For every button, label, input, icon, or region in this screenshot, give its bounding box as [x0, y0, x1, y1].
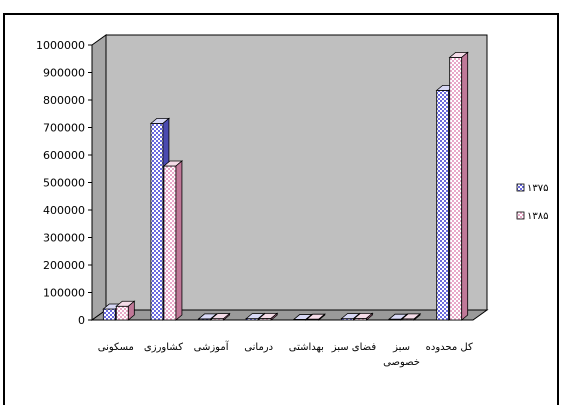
category-label: کشاورزی [144, 342, 183, 353]
bar [210, 312, 231, 321]
y-tick-label: 800000 [43, 94, 85, 107]
bar [353, 312, 374, 321]
bar-side [413, 313, 421, 321]
bar-side [461, 51, 469, 321]
y-tick-label: 200000 [43, 259, 85, 272]
y-tick-label: 700000 [43, 122, 85, 135]
category-label: درمانی [244, 342, 273, 353]
bar-side [127, 300, 135, 321]
y-tick-label: 400000 [43, 204, 85, 217]
chart-frame [3, 13, 559, 405]
bar [258, 312, 279, 321]
bar [400, 313, 422, 321]
y-tick-label: 300000 [43, 232, 85, 245]
bar [448, 51, 469, 321]
y-tick-label: 900000 [43, 67, 85, 80]
category-label-line: فضای سبز [331, 342, 377, 353]
category-label: بهداشتی [289, 342, 324, 353]
bar-side [175, 160, 183, 321]
bar [305, 313, 326, 321]
category-label: سبز خصوصی [383, 342, 420, 368]
category-label-line: درمانی [244, 342, 273, 353]
y-tick-label: 100000 [43, 287, 85, 300]
category-label: مسکونی [98, 342, 134, 353]
bar-side [366, 312, 373, 321]
legend-swatch [516, 183, 525, 192]
bar [162, 160, 184, 321]
legend-label: ۱۳۸۵ [527, 211, 548, 222]
bar [340, 312, 361, 321]
side-wall [91, 34, 107, 321]
legend-swatch [516, 211, 525, 220]
y-tick-label: 1000000 [36, 39, 85, 52]
bar-side [318, 313, 326, 321]
category-label-line: کل محدوده [426, 342, 473, 353]
category-label-line: سبز [392, 342, 410, 353]
category-label-line: آموزشی [194, 340, 230, 353]
category-label: کل محدوده [426, 342, 473, 353]
bar-front [163, 165, 177, 321]
bar-front [150, 122, 164, 321]
y-tick-label: 600000 [43, 149, 85, 162]
category-label-line: بهداشتی [289, 342, 324, 353]
y-tick-label: 500000 [43, 177, 85, 190]
bar-front [102, 308, 116, 321]
bar-front [115, 305, 129, 321]
category-label-line: کشاورزی [144, 342, 183, 353]
bar [115, 300, 136, 321]
bar-side [270, 312, 278, 321]
bar-side [223, 312, 230, 321]
category-label-line: خصوصی [383, 357, 420, 368]
category-label: آموزشی [194, 340, 230, 353]
bar-front [436, 89, 450, 321]
category-label: فضای سبز [331, 342, 377, 353]
bar-front [449, 56, 463, 321]
y-tick-label: 0 [78, 314, 85, 327]
category-label-line: مسکونی [98, 342, 134, 353]
legend-label: ۱۳۷۵ [527, 183, 548, 194]
